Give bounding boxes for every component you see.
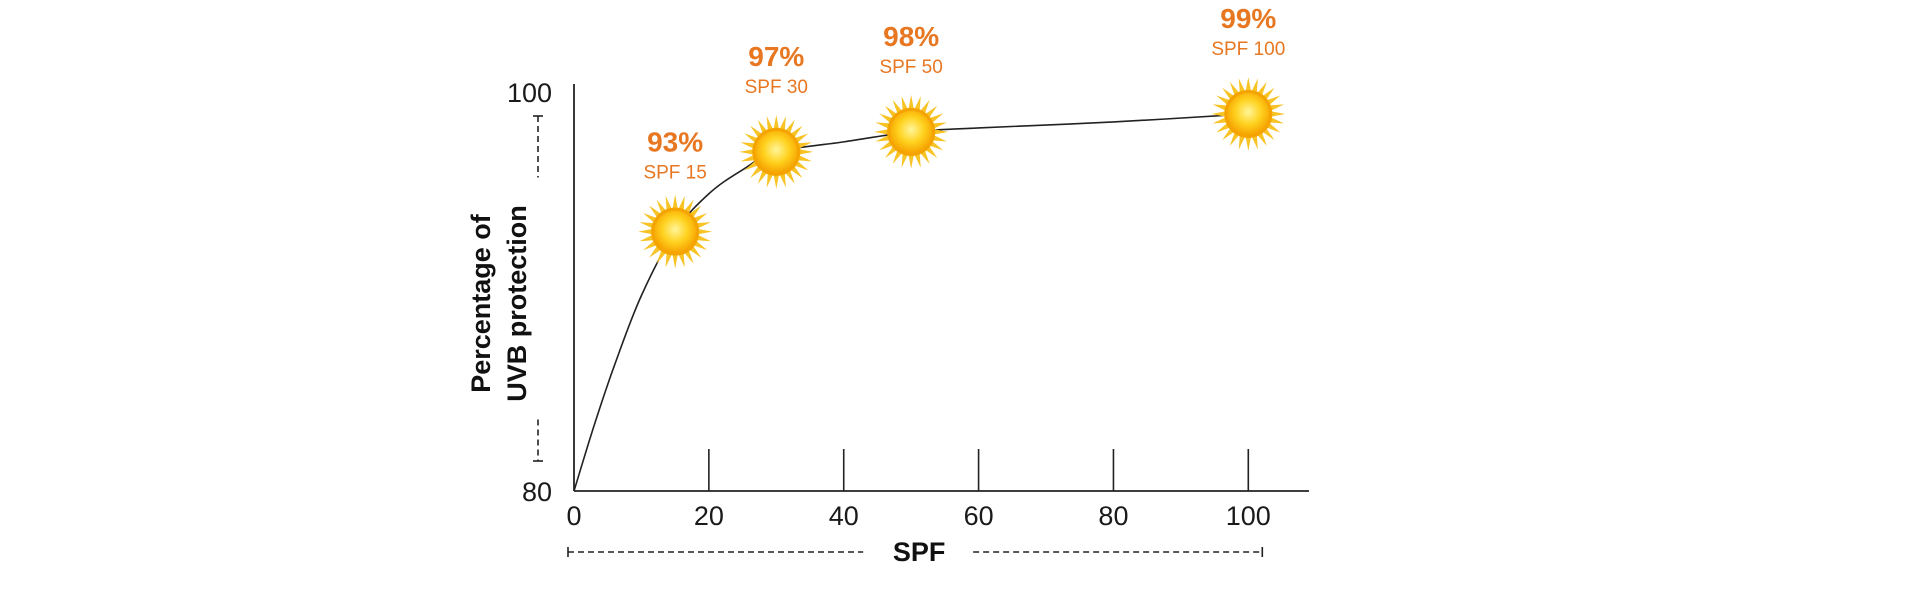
axes: 0 20 40 60 80 100 80 100 SPF Percentage of UVB pro…: [466, 78, 1309, 567]
sun-core: [1227, 92, 1270, 135]
spf-label: SPF 30: [745, 77, 808, 98]
percent-label: 97%: [748, 41, 804, 72]
y-axis-title-line1: Percentage of: [466, 213, 496, 393]
y-axis-title: Percentage of UVB protection: [466, 205, 532, 402]
points-layer: [638, 76, 1286, 269]
x-tick-label: 100: [1226, 501, 1271, 531]
spf-label: SPF 15: [643, 163, 706, 184]
percent-label: 93%: [647, 127, 703, 158]
x-tick-label: 80: [1098, 501, 1128, 531]
x-tick-label: 20: [694, 501, 724, 531]
spf-label: SPF 50: [879, 57, 942, 78]
percent-label: 98%: [883, 21, 939, 52]
sun-icon: [1211, 76, 1286, 151]
x-tick-label: 60: [964, 501, 994, 531]
spf-label: SPF 100: [1211, 39, 1285, 60]
sun-core: [890, 110, 933, 153]
sun-icon: [739, 114, 814, 189]
x-tick-label: 40: [829, 501, 859, 531]
labels-layer: 93% SPF 15 97% SPF 30 98% SPF 50 99% SPF 100: [643, 3, 1285, 184]
y-axis-title-line2: UVB protection: [502, 205, 532, 402]
x-tick-label: 0: [566, 501, 581, 531]
sun-icon: [638, 194, 713, 269]
sun-core: [654, 210, 697, 253]
sun-core: [755, 130, 798, 173]
y-tick-label: 80: [522, 477, 552, 507]
x-axis-title: SPF: [893, 537, 946, 567]
sun-icon: [874, 94, 949, 169]
percent-label: 99%: [1220, 3, 1276, 34]
y-tick-label: 100: [507, 78, 552, 108]
